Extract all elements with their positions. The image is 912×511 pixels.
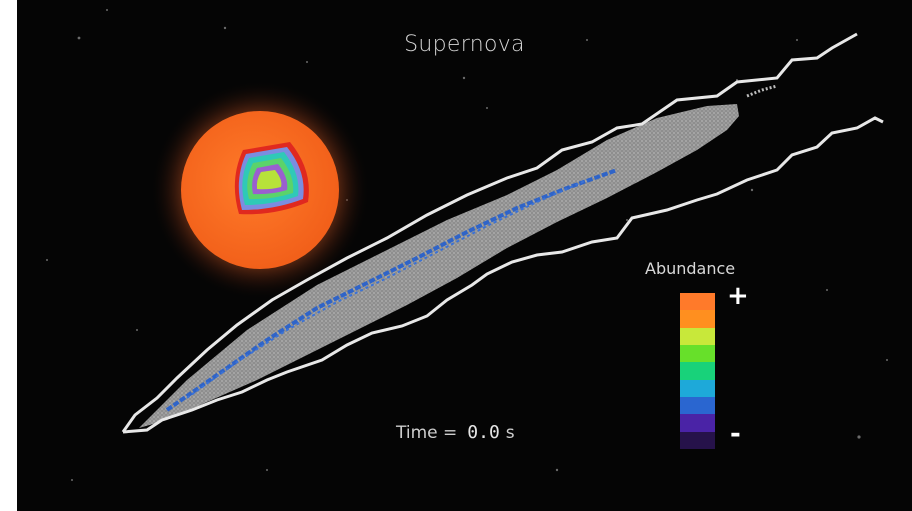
time-unit: s	[505, 423, 515, 443]
shock-front-outline	[121, 32, 884, 434]
time-value: 0.0	[467, 422, 500, 443]
colorbar-segment	[680, 414, 715, 432]
simulation-scene	[46, 9, 888, 481]
page-title: Supernova	[404, 32, 525, 57]
background-stars	[46, 9, 888, 481]
colorbar-segment	[680, 327, 715, 345]
simulation-frame: Supernova Time = 0.0 s Abundance + -	[17, 0, 912, 511]
colorbar-segment	[680, 344, 715, 363]
explosion-plume	[139, 84, 778, 428]
time-label: Time =	[396, 423, 458, 443]
abundance-colorbar	[680, 293, 715, 449]
colorbar-segment	[680, 396, 715, 415]
star-cutaway	[152, 82, 368, 298]
colorbar-segment	[680, 362, 715, 380]
legend-high-label: +	[727, 281, 749, 311]
colorbar-segment	[680, 293, 715, 311]
legend-title: Abundance	[645, 259, 736, 278]
time-readout: Time = 0.0 s	[396, 422, 515, 443]
colorbar-segment	[680, 310, 715, 328]
colorbar-segment	[680, 379, 715, 397]
colorbar-segment	[680, 431, 715, 449]
legend-low-label: -	[730, 419, 741, 449]
